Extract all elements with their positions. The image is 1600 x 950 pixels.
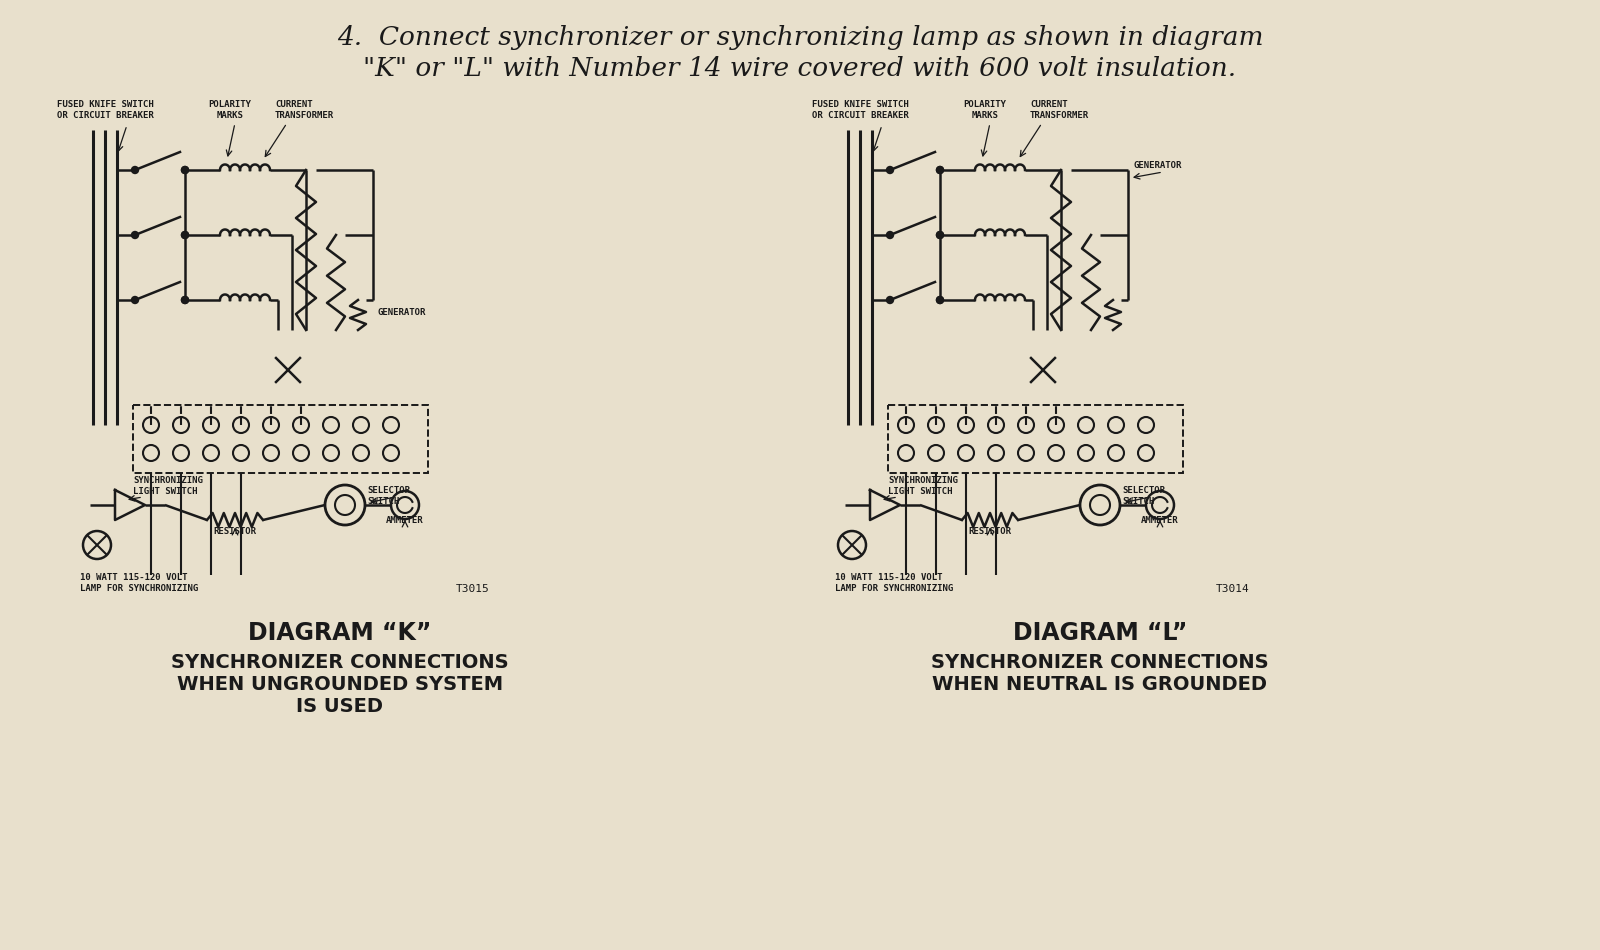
- Text: SELECTOR: SELECTOR: [366, 486, 410, 495]
- Circle shape: [181, 296, 189, 303]
- Text: OR CIRCUIT BREAKER: OR CIRCUIT BREAKER: [811, 111, 909, 120]
- Circle shape: [181, 166, 189, 174]
- Text: RESISTOR: RESISTOR: [968, 527, 1011, 536]
- Circle shape: [936, 166, 944, 174]
- Text: CURRENT: CURRENT: [275, 100, 312, 109]
- Circle shape: [131, 166, 139, 174]
- Text: WHEN UNGROUNDED SYSTEM: WHEN UNGROUNDED SYSTEM: [178, 675, 502, 694]
- Bar: [133, 405, 429, 473]
- Text: TRANSFORMER: TRANSFORMER: [1030, 111, 1090, 120]
- Text: LIGHT SWITCH: LIGHT SWITCH: [888, 487, 952, 496]
- Text: AMMETER: AMMETER: [386, 516, 424, 525]
- Circle shape: [886, 232, 893, 238]
- Circle shape: [936, 296, 944, 303]
- Circle shape: [886, 166, 893, 174]
- Text: LIGHT SWITCH: LIGHT SWITCH: [133, 487, 197, 496]
- Text: AMMETER: AMMETER: [1141, 516, 1179, 525]
- Circle shape: [181, 232, 189, 238]
- Circle shape: [936, 296, 944, 303]
- Text: MARKS: MARKS: [971, 111, 998, 120]
- Text: RESISTOR: RESISTOR: [213, 527, 256, 536]
- Circle shape: [886, 296, 893, 303]
- Text: SYNCHRONIZING: SYNCHRONIZING: [888, 476, 958, 485]
- Text: SWITCH: SWITCH: [1122, 497, 1154, 506]
- Text: 4.  Connect synchronizer or synchronizing lamp as shown in diagram: 4. Connect synchronizer or synchronizing…: [336, 26, 1264, 50]
- Text: SYNCHRONIZING: SYNCHRONIZING: [133, 476, 203, 485]
- Text: POLARITY: POLARITY: [963, 100, 1006, 109]
- Circle shape: [131, 232, 139, 238]
- Text: POLARITY: POLARITY: [208, 100, 251, 109]
- Text: T3015: T3015: [456, 584, 490, 594]
- Circle shape: [181, 166, 189, 174]
- Text: WHEN NEUTRAL IS GROUNDED: WHEN NEUTRAL IS GROUNDED: [933, 675, 1267, 694]
- Text: "K" or "L" with Number 14 wire covered with 600 volt insulation.: "K" or "L" with Number 14 wire covered w…: [363, 55, 1237, 81]
- Text: GENERATOR: GENERATOR: [378, 308, 426, 317]
- Text: FUSED KNIFE SWITCH: FUSED KNIFE SWITCH: [811, 100, 909, 109]
- Text: GENERATOR: GENERATOR: [1133, 161, 1181, 170]
- Circle shape: [936, 232, 944, 238]
- Circle shape: [936, 166, 944, 174]
- Text: DIAGRAM “K”: DIAGRAM “K”: [248, 621, 432, 645]
- Text: FUSED KNIFE SWITCH: FUSED KNIFE SWITCH: [56, 100, 154, 109]
- Text: LAMP FOR SYNCHRONIZING: LAMP FOR SYNCHRONIZING: [80, 584, 198, 593]
- Text: SYNCHRONIZER CONNECTIONS: SYNCHRONIZER CONNECTIONS: [931, 653, 1269, 672]
- Text: SYNCHRONIZER CONNECTIONS: SYNCHRONIZER CONNECTIONS: [171, 653, 509, 672]
- Circle shape: [181, 296, 189, 303]
- Circle shape: [181, 232, 189, 238]
- Text: SELECTOR: SELECTOR: [1122, 486, 1165, 495]
- Text: LAMP FOR SYNCHRONIZING: LAMP FOR SYNCHRONIZING: [835, 584, 954, 593]
- Text: MARKS: MARKS: [216, 111, 243, 120]
- Text: TRANSFORMER: TRANSFORMER: [275, 111, 334, 120]
- Bar: [888, 405, 1182, 473]
- Text: 10 WATT 115-120 VOLT: 10 WATT 115-120 VOLT: [835, 573, 942, 582]
- Text: OR CIRCUIT BREAKER: OR CIRCUIT BREAKER: [56, 111, 154, 120]
- Circle shape: [131, 296, 139, 303]
- Text: SWITCH: SWITCH: [366, 497, 400, 506]
- Text: T3014: T3014: [1216, 584, 1250, 594]
- Text: 10 WATT 115-120 VOLT: 10 WATT 115-120 VOLT: [80, 573, 187, 582]
- Text: IS USED: IS USED: [296, 697, 384, 716]
- Text: CURRENT: CURRENT: [1030, 100, 1067, 109]
- Circle shape: [936, 232, 944, 238]
- Text: DIAGRAM “L”: DIAGRAM “L”: [1013, 621, 1187, 645]
